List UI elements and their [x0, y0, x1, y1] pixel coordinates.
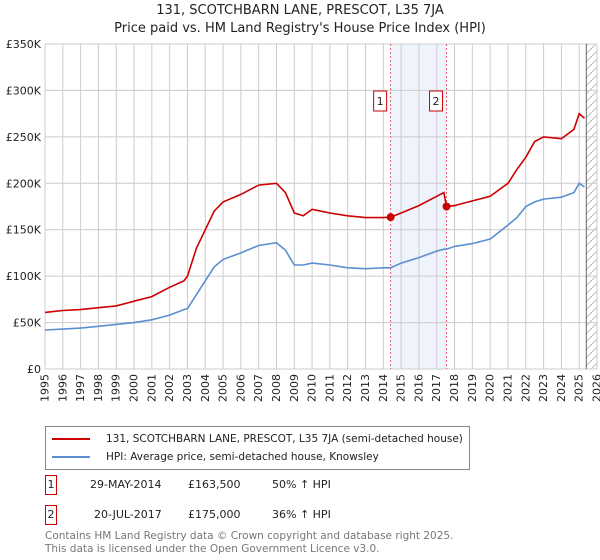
x-tick-label: 2015 [395, 374, 408, 402]
sale-point-2 [442, 202, 451, 211]
sale-label-text: 2 [433, 95, 440, 108]
x-tick-label: 2005 [217, 374, 230, 402]
x-tick-label: 2023 [537, 374, 550, 402]
sale-price: £175,000 [188, 508, 241, 521]
x-tick-label: 2006 [234, 374, 247, 402]
sale-label-box [373, 90, 388, 112]
chart-title: 131, SCOTCHBARN LANE, PRESCOT, L35 7JA [156, 3, 444, 18]
footer-line-1: Contains HM Land Registry data © Crown c… [45, 530, 454, 542]
x-tick-label: 2004 [199, 374, 212, 402]
x-tick-label: 2019 [466, 374, 479, 402]
x-tick-label: 2011 [323, 374, 336, 402]
x-tick-label: 2022 [519, 374, 532, 402]
y-tick-label: £150K [6, 224, 42, 237]
plot-area: 1995 1996 1997 1998 1999 2000 2001 2002 2003 2004… [6, 38, 600, 402]
y-tick-label: £350K [6, 38, 42, 51]
sale-hpi: 36% ↑ HPI [272, 508, 331, 521]
sale-label-text: 1 [377, 95, 384, 108]
x-tick-label: 1998 [92, 374, 105, 402]
y-tick-label: £300K [6, 84, 42, 97]
x-tick-label: 2008 [270, 374, 283, 402]
chart-subtitle: Price paid vs. HM Land Registry's House … [114, 21, 486, 36]
x-tick-label: 2000 [128, 374, 141, 402]
x-tick-label: 2003 [181, 374, 194, 402]
sale-label-2: 2 [429, 90, 444, 112]
sale-hpi: 50% ↑ HPI [272, 478, 331, 491]
x-tick-label: 2018 [448, 374, 461, 402]
x-tick-label: 1999 [110, 374, 123, 402]
sale-point-1 [386, 213, 395, 222]
y-tick-label: £100K [6, 270, 42, 283]
hpi-series-line [44, 182, 585, 331]
property-series-line [44, 112, 586, 314]
sale-badge: 1 [45, 475, 57, 495]
x-tick-label: 2017 [430, 374, 443, 402]
x-tick-label: 1996 [56, 374, 69, 402]
footer: Contains HM Land Registry data © Crown c… [45, 530, 453, 556]
x-tick-label: 2001 [145, 374, 158, 402]
sale-row-1: 1 29-MAY-2014 £163,500 50% ↑ HPI [45, 475, 445, 495]
sale-row-2: 2 20-JUL-2017 £175,000 36% ↑ HPI [45, 505, 445, 525]
y-tick-label: £0 [27, 363, 41, 376]
y-tick-label: £250K [6, 131, 42, 144]
sale-price: £163,500 [188, 478, 241, 491]
legend-label-property: 131, SCOTCHBARN LANE, PRESCOT, L35 7JA (… [106, 433, 463, 445]
legend-label-hpi: HPI: Average price, semi-detached house,… [106, 451, 379, 463]
x-tick-label: 2012 [341, 374, 354, 402]
sale-label-box [429, 90, 444, 112]
x-tick-label: 2013 [359, 374, 372, 402]
x-tick-label: 1995 [39, 374, 52, 402]
future-hatch-region [586, 44, 597, 369]
x-tick-label: 2025 [573, 374, 586, 402]
sale-date: 29-MAY-2014 [90, 478, 162, 491]
x-tick-label: 2026 [591, 374, 600, 402]
legend-blue-line [52, 456, 90, 458]
sale-date: 20-JUL-2017 [94, 508, 162, 521]
y-tick-label: £50K [13, 317, 42, 330]
legend-item-hpi: HPI: Average price, semi-detached house,… [52, 449, 379, 465]
x-tick-label: 2007 [252, 374, 265, 402]
x-tick-label: 2020 [484, 374, 497, 402]
legend: 131, SCOTCHBARN LANE, PRESCOT, L35 7JA (… [45, 426, 470, 470]
x-tick-label: 2009 [288, 374, 301, 402]
x-tick-label: 2021 [501, 374, 514, 402]
sale-label-1: 1 [373, 90, 388, 112]
x-tick-label: 2016 [412, 374, 425, 402]
footer-line-2: This data is licensed under the Open Gov… [45, 543, 380, 555]
x-tick-label: 1997 [74, 374, 87, 402]
x-tick-label: 2024 [555, 374, 568, 402]
x-tick-label: 2002 [163, 374, 176, 402]
legend-red-line [52, 438, 90, 440]
x-tick-label: 2010 [306, 374, 319, 402]
x-tick-label: 2014 [377, 374, 390, 402]
legend-item-property: 131, SCOTCHBARN LANE, PRESCOT, L35 7JA (… [52, 431, 463, 447]
y-tick-label: £200K [6, 177, 42, 190]
sale-badge: 2 [45, 505, 57, 525]
